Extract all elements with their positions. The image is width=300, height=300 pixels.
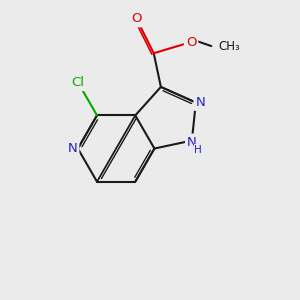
Text: N: N xyxy=(195,96,205,109)
Text: O: O xyxy=(186,35,196,49)
Text: CH₃: CH₃ xyxy=(219,40,240,53)
Text: Cl: Cl xyxy=(72,76,85,89)
Text: N: N xyxy=(68,142,77,155)
Text: O: O xyxy=(131,12,142,26)
Text: N: N xyxy=(187,136,197,148)
Text: H: H xyxy=(194,145,202,155)
